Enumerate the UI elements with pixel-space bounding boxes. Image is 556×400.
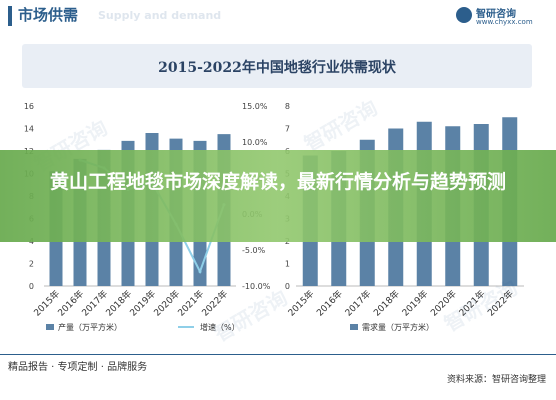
x-tick-label: 2021年 — [175, 288, 206, 319]
section-title: 市场供需 — [18, 6, 79, 24]
x-tick-label: 2019年 — [127, 288, 158, 319]
legend-label-growth: 增速（%） — [200, 322, 240, 332]
x-tick-label: 2015年 — [31, 288, 62, 319]
legend-swatch-demand — [350, 324, 358, 330]
y-tick-label-right: -5.0% — [242, 246, 266, 255]
x-tick-label: 2017年 — [79, 288, 110, 319]
section-title-english: Supply and demand — [98, 9, 222, 22]
chart-title-card: 2015-2022年中国地毯行业供需现状 — [22, 44, 532, 88]
x-tick-label: 2019年 — [399, 288, 430, 319]
legend-label-production: 产量（万平方米） — [58, 322, 122, 332]
x-tick-label: 2020年 — [151, 288, 182, 319]
brand-logo-block: 智研咨询 www.chyxx.com — [456, 3, 548, 31]
point-growth — [198, 270, 202, 274]
y-tick-label: 0 — [285, 282, 290, 291]
y-tick-label-left: 0 — [29, 282, 34, 291]
y-tick-label-left: 16 — [24, 102, 34, 111]
y-tick-label: 8 — [285, 102, 290, 111]
y-tick-label: 1 — [285, 260, 290, 269]
legend-label-demand: 需求量（万平方米） — [362, 322, 434, 332]
headline-banner: 黄山工程地毯市场深度解读，最新行情分析与趋势预测 — [0, 150, 556, 242]
footer-tagline: 精品报告 · 专项定制 · 品牌服务 — [8, 362, 148, 373]
y-tick-label-left: 2 — [29, 260, 34, 269]
chart-title: 2015-2022年中国地毯行业供需现状 — [158, 60, 396, 76]
x-tick-label: 2016年 — [314, 288, 345, 319]
y-tick-label-right: 15.0% — [242, 102, 268, 111]
brand-url: www.chyxx.com — [476, 18, 533, 26]
headline-text: 黄山工程地毯市场深度解读，最新行情分析与趋势预测 — [49, 171, 506, 193]
header-accent-bar — [8, 6, 12, 26]
data-source: 资料来源：智研咨询整理 — [446, 375, 546, 385]
y-tick-label-right: -10.0% — [242, 282, 271, 291]
footer-divider — [0, 354, 556, 355]
x-tick-label: 2018年 — [103, 288, 134, 319]
y-tick-label-right: 10.0% — [242, 138, 268, 147]
x-tick-label: 2016年 — [55, 288, 86, 319]
y-tick-label-left: 14 — [24, 125, 34, 134]
brand-name: 智研咨询 — [476, 9, 516, 20]
x-tick-label: 2018年 — [371, 288, 402, 319]
brand-logo-icon — [456, 7, 472, 23]
x-tick-label: 2017年 — [342, 288, 373, 319]
legend-swatch-production — [46, 324, 54, 330]
header: 市场供需 Supply and demand 智研咨询 www.chyxx.co… — [0, 0, 556, 34]
y-tick-label: 7 — [285, 125, 290, 134]
